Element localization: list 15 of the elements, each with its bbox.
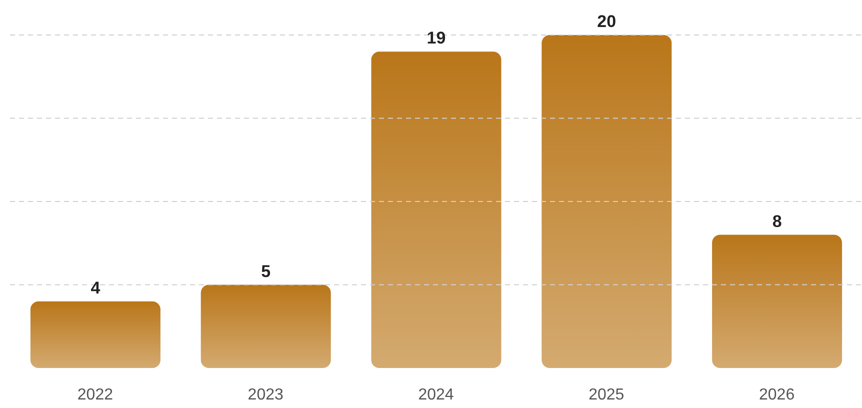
- bar: [30, 301, 160, 368]
- data-label: 4: [90, 278, 101, 298]
- x-tick-label: 2023: [248, 386, 284, 404]
- data-label: 8: [772, 212, 782, 231]
- data-label: 19: [426, 28, 446, 48]
- data-label: 20: [597, 12, 616, 31]
- x-tick-label: 2026: [759, 386, 795, 404]
- bar: [712, 234, 842, 368]
- x-tick-label: 2022: [77, 386, 114, 404]
- x-tick-label: 2024: [418, 386, 454, 404]
- bar: [200, 284, 331, 368]
- bar: [371, 52, 502, 368]
- data-label: 5: [261, 262, 271, 281]
- x-tick-label: 2025: [588, 386, 624, 404]
- bar: [542, 35, 672, 368]
